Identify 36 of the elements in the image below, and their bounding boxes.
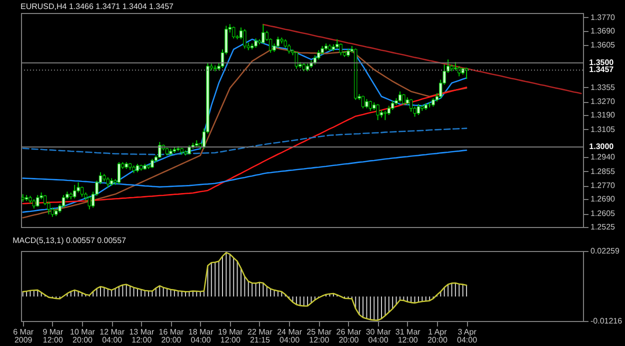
x-tick-label: 30 Mar 04:00 <box>366 328 392 344</box>
x-tick-label: 18 Mar 04:00 <box>188 328 214 344</box>
x-tick-label: 13 Mar 12:00 <box>129 328 154 344</box>
y-tick-label: 1.2525 <box>590 222 616 232</box>
x-tick-label: 12 Mar 04:00 <box>100 328 125 344</box>
x-tick-label: 6 Mar 2009 <box>13 328 34 344</box>
y-tick-label: 1.3270 <box>590 97 616 106</box>
ref-line-label: 1.3000 <box>589 142 614 152</box>
y-tick-label: 1.2770 <box>590 181 616 190</box>
chart-title: MACD(5,13,1) 0.00557 0.00557 <box>12 236 127 245</box>
x-tick-label: 22 Mar 21:15 <box>248 328 273 344</box>
y-tick-label: 1.2690 <box>590 194 616 204</box>
chart-title: EURUSD,H4 1.3466 1.3471 1.3404 1.3457 <box>20 2 174 11</box>
x-tick-label: 16 Mar 20:00 <box>158 328 184 344</box>
y-tick-label: 1.2605 <box>590 209 616 218</box>
x-tick-label: 10 Mar 20:00 <box>70 328 96 344</box>
y-tick-label: 0.02259 <box>590 246 620 256</box>
ref-line-label: 1.3457 <box>589 65 614 74</box>
x-tick-label: 31 Mar 12:00 <box>395 328 421 344</box>
x-tick-label: 3 Apr 04:00 <box>457 328 478 344</box>
y-tick-label: 1.3190 <box>590 110 616 120</box>
x-tick-label: 9 Mar 12:00 <box>42 328 64 344</box>
y-tick-label: 1.2855 <box>590 166 616 176</box>
x-tick-label: 25 Mar 12:00 <box>306 328 332 344</box>
y-tick-label: 1.3690 <box>590 26 616 36</box>
x-tick-label: 19 Mar 12:00 <box>218 328 244 344</box>
x-tick-label: 1 Apr 20:00 <box>427 328 448 344</box>
y-tick-label: 1.3770 <box>590 12 616 22</box>
ref-line-label: 1.3500 <box>589 58 614 67</box>
y-tick-label: 1.3105 <box>590 124 616 134</box>
y-tick-label: 1.3355 <box>590 82 616 92</box>
x-tick-label: 24 Mar 04:00 <box>277 328 302 344</box>
y-tick-label: 1.3605 <box>590 40 616 50</box>
y-tick-label: 1.2940 <box>590 152 616 162</box>
x-tick-label: 26 Mar 20:00 <box>336 328 362 344</box>
y-tick-label: -0.01216 <box>590 316 623 326</box>
